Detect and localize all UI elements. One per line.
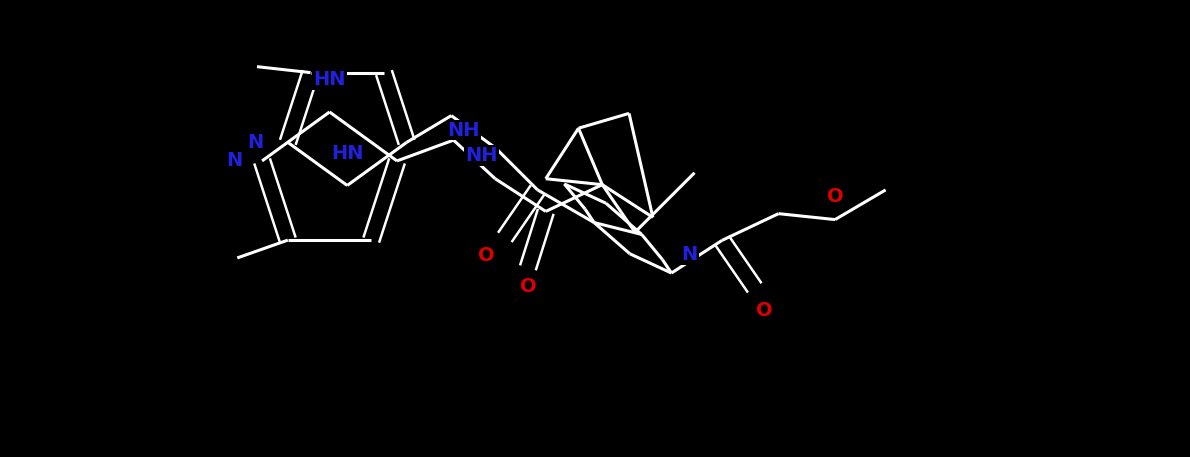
Text: O: O — [520, 276, 537, 296]
Text: N: N — [248, 133, 264, 152]
Text: N: N — [226, 151, 243, 170]
Text: N: N — [682, 245, 697, 264]
Text: HN: HN — [313, 70, 346, 90]
Text: HN: HN — [331, 144, 363, 163]
Text: O: O — [827, 187, 844, 206]
Text: O: O — [756, 301, 772, 320]
Text: O: O — [478, 246, 495, 265]
Text: NH: NH — [447, 121, 480, 139]
Text: NH: NH — [465, 146, 497, 165]
